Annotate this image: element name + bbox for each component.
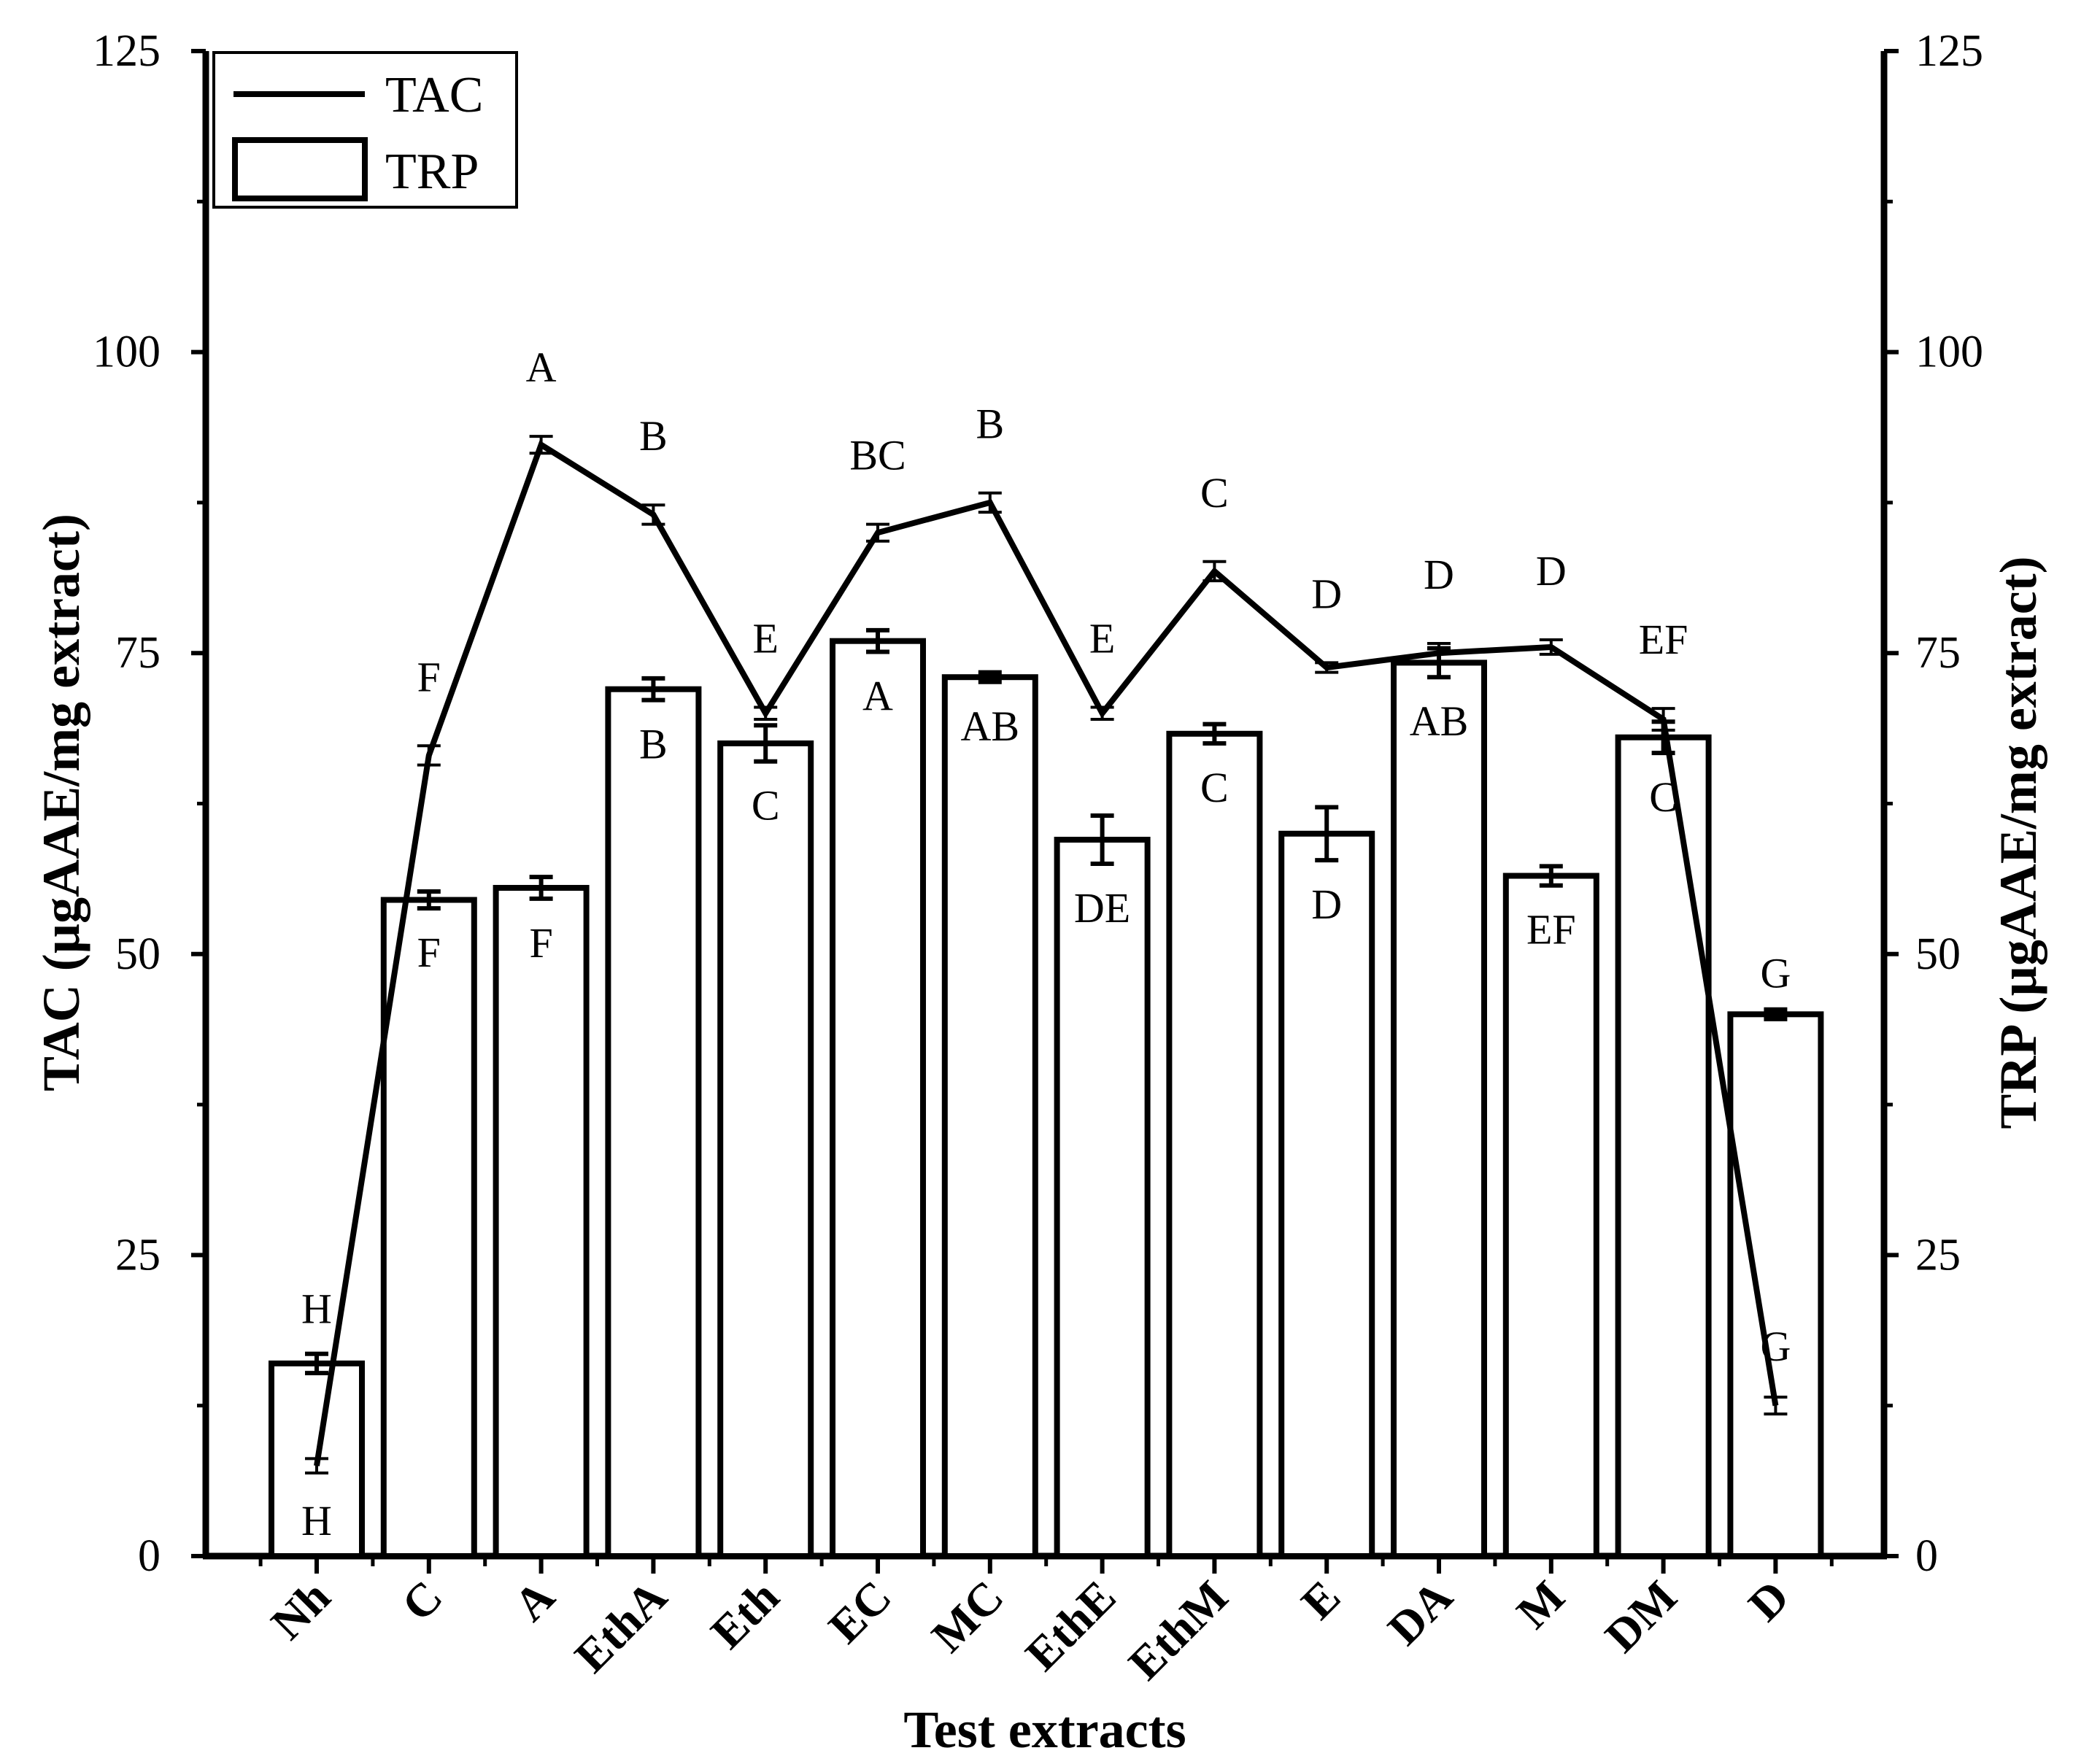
trp-sig-label-EC: A <box>862 673 893 720</box>
legend-tac-label: TAC <box>385 67 483 123</box>
tac-sig-label-EthE: E <box>1089 614 1115 662</box>
y-tick-label-right-50: 50 <box>1915 929 1961 979</box>
y-tick-label-left-75: 75 <box>115 628 161 678</box>
y-tick-label-left-25: 25 <box>115 1230 161 1280</box>
trp-bar-EthM <box>1166 730 1263 1559</box>
y-tick-label-right-0: 0 <box>1915 1531 1938 1581</box>
category-label-DA: DA <box>1378 1571 1462 1655</box>
y-tick-label-left-125: 125 <box>93 26 161 76</box>
trp-sig-label-A: F <box>529 919 552 967</box>
category-label-EthA: EthA <box>565 1571 676 1682</box>
category-label-EC: EC <box>819 1571 901 1653</box>
tac-sig-label-D: G <box>1760 1323 1791 1370</box>
y-axis-left-title: TAC (µgAAE/mg extract) <box>32 514 90 1091</box>
trp-sig-label-MC: AB <box>961 703 1020 750</box>
tac-line <box>305 435 1788 1475</box>
legend: TAC TRP <box>212 51 518 209</box>
trp-bar-M <box>1502 873 1599 1560</box>
legend-trp-swatch <box>232 137 368 201</box>
trp-bar-D <box>1727 1011 1824 1559</box>
y-tick-label-left-50: 50 <box>115 929 161 979</box>
trp-sig-label-DM: C <box>1649 773 1678 821</box>
trp-sig-label-EthE: DE <box>1074 884 1130 932</box>
category-label-EthM: EthM <box>1119 1571 1238 1690</box>
tac-sig-label-C: F <box>417 653 441 700</box>
trp-bar-DA <box>1391 659 1487 1559</box>
tac-sig-label-Nh: H <box>301 1285 332 1333</box>
tac-sig-label-Eth: E <box>752 614 778 662</box>
trp-sig-label-EthM: C <box>1200 764 1229 811</box>
trp-bar-EthA <box>605 686 702 1559</box>
trp-sig-label-C: F <box>417 929 441 976</box>
trp-bar-DM <box>1615 734 1712 1559</box>
trp-sig-label-Eth: C <box>752 782 780 829</box>
y-tick-label-right-100: 100 <box>1915 328 1983 377</box>
tac-sig-label-MC: B <box>976 401 1004 448</box>
category-label-E: E <box>1292 1571 1350 1629</box>
category-label-C: C <box>392 1571 452 1631</box>
y-tick-label-right-125: 125 <box>1915 26 1983 76</box>
y-tick-label-right-25: 25 <box>1915 1230 1961 1280</box>
trp-sig-label-D: G <box>1760 950 1791 997</box>
y-tick-label-left-100: 100 <box>93 328 161 377</box>
trp-sig-label-DA: AB <box>1410 697 1469 745</box>
y-tick-label-left-0: 0 <box>138 1531 161 1581</box>
tac-sig-label-EthM: C <box>1200 469 1229 517</box>
trp-bar-Eth <box>717 740 814 1559</box>
trp-bar-EC <box>830 638 926 1559</box>
y-axis-right-title: TRP (µgAAE/mg extract) <box>1989 556 2047 1129</box>
tac-sig-label-E: D <box>1311 570 1342 617</box>
trp-sig-label-E: D <box>1311 881 1342 928</box>
tac-sig-label-EthA: B <box>639 412 668 460</box>
tac-sig-label-DM: EF <box>1639 616 1688 663</box>
trp-bar-MC <box>941 674 1038 1559</box>
tac-sig-label-EC: BC <box>849 432 906 479</box>
tac-sig-label-A: A <box>526 344 557 391</box>
trp-bar-A <box>493 885 590 1559</box>
y-tick-label-right-75: 75 <box>1915 628 1961 678</box>
tac-series-line <box>314 440 1779 1466</box>
x-axis-title: Test extracts <box>903 1701 1186 1759</box>
axis-ticks: 0 0 25 25 50 50 75 75 100 100 125 125 <box>93 26 1983 1581</box>
trp-bar-E <box>1278 830 1375 1559</box>
category-label-DM: DM <box>1595 1571 1687 1663</box>
trp-sig-label-EthA: B <box>639 721 668 768</box>
tac-sig-label-M: D <box>1536 547 1567 595</box>
trp-bar-C <box>380 897 477 1559</box>
tac-sig-label-DA: D <box>1424 551 1454 598</box>
category-label-M: M <box>1507 1571 1575 1639</box>
trp-sig-label-Nh: H <box>301 1497 332 1544</box>
legend-trp-label: TRP <box>385 144 479 200</box>
category-label-D: D <box>1738 1571 1799 1631</box>
category-label-Eth: Eth <box>700 1571 789 1659</box>
trp-sig-label-M: EF <box>1526 906 1576 953</box>
trp-bar-EthE <box>1054 837 1151 1559</box>
trp-bars <box>269 627 1824 1560</box>
category-label-EthE: EthE <box>1016 1571 1126 1681</box>
category-label-MC: MC <box>922 1571 1014 1663</box>
category-label-Nh: Nh <box>261 1571 340 1649</box>
category-label-A: A <box>504 1571 565 1631</box>
